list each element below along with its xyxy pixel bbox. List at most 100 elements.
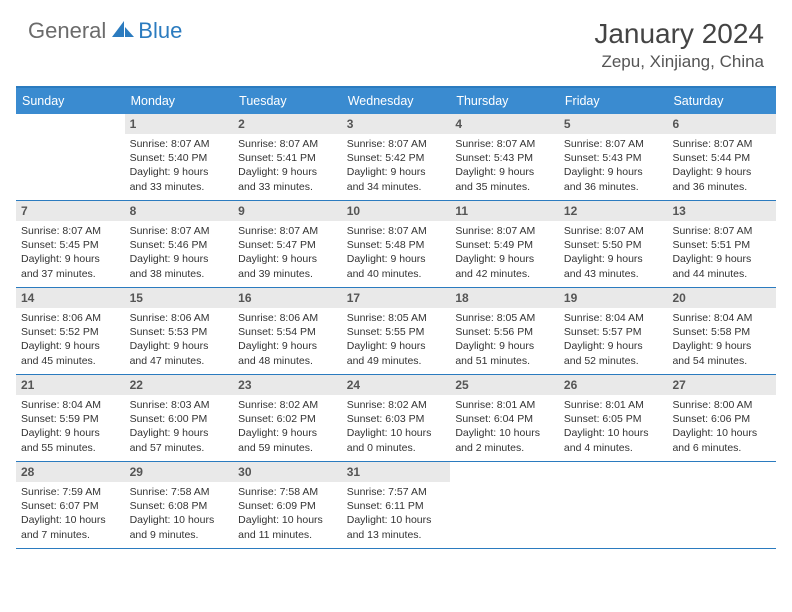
day-number: 28 (16, 462, 125, 482)
day-cell: 29Sunrise: 7:58 AMSunset: 6:08 PMDayligh… (125, 462, 234, 548)
weeks-container: . 1Sunrise: 8:07 AMSunset: 5:40 PMDaylig… (16, 114, 776, 549)
day-cell: 17Sunrise: 8:05 AMSunset: 5:55 PMDayligh… (342, 288, 451, 374)
day-cell: 1Sunrise: 8:07 AMSunset: 5:40 PMDaylight… (125, 114, 234, 200)
day-cell: 15Sunrise: 8:06 AMSunset: 5:53 PMDayligh… (125, 288, 234, 374)
day-detail: Sunrise: 8:06 AMSunset: 5:53 PMDaylight:… (125, 308, 234, 373)
day-number: 8 (125, 201, 234, 221)
day-number: 25 (450, 375, 559, 395)
day-detail: Sunrise: 8:07 AMSunset: 5:49 PMDaylight:… (450, 221, 559, 286)
day-detail: Sunrise: 8:07 AMSunset: 5:43 PMDaylight:… (450, 134, 559, 199)
day-detail: Sunrise: 8:07 AMSunset: 5:42 PMDaylight:… (342, 134, 451, 199)
day-cell: . (667, 462, 776, 548)
day-number: 6 (667, 114, 776, 134)
day-detail: Sunrise: 8:07 AMSunset: 5:43 PMDaylight:… (559, 134, 668, 199)
day-number: 27 (667, 375, 776, 395)
day-cell: 20Sunrise: 8:04 AMSunset: 5:58 PMDayligh… (667, 288, 776, 374)
day-detail: Sunrise: 7:58 AMSunset: 6:09 PMDaylight:… (233, 482, 342, 547)
month-title: January 2024 (594, 18, 764, 50)
day-cell: 5Sunrise: 8:07 AMSunset: 5:43 PMDaylight… (559, 114, 668, 200)
day-cell: 16Sunrise: 8:06 AMSunset: 5:54 PMDayligh… (233, 288, 342, 374)
day-cell: 25Sunrise: 8:01 AMSunset: 6:04 PMDayligh… (450, 375, 559, 461)
day-detail: Sunrise: 7:57 AMSunset: 6:11 PMDaylight:… (342, 482, 451, 547)
day-cell: 28Sunrise: 7:59 AMSunset: 6:07 PMDayligh… (16, 462, 125, 548)
calendar: Sunday Monday Tuesday Wednesday Thursday… (16, 86, 776, 549)
dow-monday: Monday (125, 88, 234, 114)
day-number: 29 (125, 462, 234, 482)
day-detail: Sunrise: 8:05 AMSunset: 5:55 PMDaylight:… (342, 308, 451, 373)
day-cell: 21Sunrise: 8:04 AMSunset: 5:59 PMDayligh… (16, 375, 125, 461)
day-number: 20 (667, 288, 776, 308)
day-number: 10 (342, 201, 451, 221)
day-number: 13 (667, 201, 776, 221)
day-detail: Sunrise: 8:04 AMSunset: 5:59 PMDaylight:… (16, 395, 125, 460)
day-number: 5 (559, 114, 668, 134)
day-number: 21 (16, 375, 125, 395)
day-cell: 3Sunrise: 8:07 AMSunset: 5:42 PMDaylight… (342, 114, 451, 200)
logo-text-blue: Blue (138, 18, 182, 44)
day-cell: . (16, 114, 125, 200)
day-detail: Sunrise: 8:07 AMSunset: 5:41 PMDaylight:… (233, 134, 342, 199)
dow-saturday: Saturday (667, 88, 776, 114)
day-cell: 7Sunrise: 8:07 AMSunset: 5:45 PMDaylight… (16, 201, 125, 287)
day-cell: 12Sunrise: 8:07 AMSunset: 5:50 PMDayligh… (559, 201, 668, 287)
day-cell: 14Sunrise: 8:06 AMSunset: 5:52 PMDayligh… (16, 288, 125, 374)
day-number: 3 (342, 114, 451, 134)
day-cell: 13Sunrise: 8:07 AMSunset: 5:51 PMDayligh… (667, 201, 776, 287)
day-number: 18 (450, 288, 559, 308)
day-detail: Sunrise: 8:00 AMSunset: 6:06 PMDaylight:… (667, 395, 776, 460)
location: Zepu, Xinjiang, China (594, 52, 764, 72)
day-number: 12 (559, 201, 668, 221)
day-cell: 22Sunrise: 8:03 AMSunset: 6:00 PMDayligh… (125, 375, 234, 461)
day-detail: Sunrise: 8:01 AMSunset: 6:04 PMDaylight:… (450, 395, 559, 460)
day-detail: Sunrise: 8:02 AMSunset: 6:03 PMDaylight:… (342, 395, 451, 460)
dow-sunday: Sunday (16, 88, 125, 114)
day-number: 7 (16, 201, 125, 221)
day-number: 26 (559, 375, 668, 395)
day-of-week-row: Sunday Monday Tuesday Wednesday Thursday… (16, 88, 776, 114)
dow-wednesday: Wednesday (342, 88, 451, 114)
day-cell: 27Sunrise: 8:00 AMSunset: 6:06 PMDayligh… (667, 375, 776, 461)
week-row: 7Sunrise: 8:07 AMSunset: 5:45 PMDaylight… (16, 201, 776, 288)
day-detail: Sunrise: 7:58 AMSunset: 6:08 PMDaylight:… (125, 482, 234, 547)
day-cell: 8Sunrise: 8:07 AMSunset: 5:46 PMDaylight… (125, 201, 234, 287)
day-number: 2 (233, 114, 342, 134)
day-detail: Sunrise: 8:03 AMSunset: 6:00 PMDaylight:… (125, 395, 234, 460)
day-detail: Sunrise: 8:07 AMSunset: 5:51 PMDaylight:… (667, 221, 776, 286)
day-cell: 31Sunrise: 7:57 AMSunset: 6:11 PMDayligh… (342, 462, 451, 548)
day-detail: Sunrise: 8:04 AMSunset: 5:58 PMDaylight:… (667, 308, 776, 373)
dow-tuesday: Tuesday (233, 88, 342, 114)
day-number: 19 (559, 288, 668, 308)
logo-sail-icon (110, 19, 136, 44)
day-number: 30 (233, 462, 342, 482)
week-row: 14Sunrise: 8:06 AMSunset: 5:52 PMDayligh… (16, 288, 776, 375)
day-number: 11 (450, 201, 559, 221)
day-cell: 19Sunrise: 8:04 AMSunset: 5:57 PMDayligh… (559, 288, 668, 374)
day-number: 24 (342, 375, 451, 395)
day-cell: 10Sunrise: 8:07 AMSunset: 5:48 PMDayligh… (342, 201, 451, 287)
day-detail: Sunrise: 8:07 AMSunset: 5:46 PMDaylight:… (125, 221, 234, 286)
day-cell: 6Sunrise: 8:07 AMSunset: 5:44 PMDaylight… (667, 114, 776, 200)
day-detail: Sunrise: 8:04 AMSunset: 5:57 PMDaylight:… (559, 308, 668, 373)
day-detail: Sunrise: 8:07 AMSunset: 5:45 PMDaylight:… (16, 221, 125, 286)
day-detail: Sunrise: 8:07 AMSunset: 5:40 PMDaylight:… (125, 134, 234, 199)
title-block: January 2024 Zepu, Xinjiang, China (594, 18, 764, 72)
day-number: 16 (233, 288, 342, 308)
day-number: 23 (233, 375, 342, 395)
logo-text-general: General (28, 18, 106, 44)
day-detail: Sunrise: 8:06 AMSunset: 5:52 PMDaylight:… (16, 308, 125, 373)
day-number: 14 (16, 288, 125, 308)
day-cell: 2Sunrise: 8:07 AMSunset: 5:41 PMDaylight… (233, 114, 342, 200)
day-detail: Sunrise: 8:07 AMSunset: 5:47 PMDaylight:… (233, 221, 342, 286)
day-number: 1 (125, 114, 234, 134)
day-detail: Sunrise: 8:07 AMSunset: 5:44 PMDaylight:… (667, 134, 776, 199)
logo: General Blue (28, 18, 182, 44)
dow-thursday: Thursday (450, 88, 559, 114)
day-cell: 4Sunrise: 8:07 AMSunset: 5:43 PMDaylight… (450, 114, 559, 200)
week-row: 21Sunrise: 8:04 AMSunset: 5:59 PMDayligh… (16, 375, 776, 462)
day-cell: . (559, 462, 668, 548)
day-cell: 23Sunrise: 8:02 AMSunset: 6:02 PMDayligh… (233, 375, 342, 461)
day-detail: Sunrise: 8:06 AMSunset: 5:54 PMDaylight:… (233, 308, 342, 373)
day-cell: 11Sunrise: 8:07 AMSunset: 5:49 PMDayligh… (450, 201, 559, 287)
dow-friday: Friday (559, 88, 668, 114)
week-row: . 1Sunrise: 8:07 AMSunset: 5:40 PMDaylig… (16, 114, 776, 201)
